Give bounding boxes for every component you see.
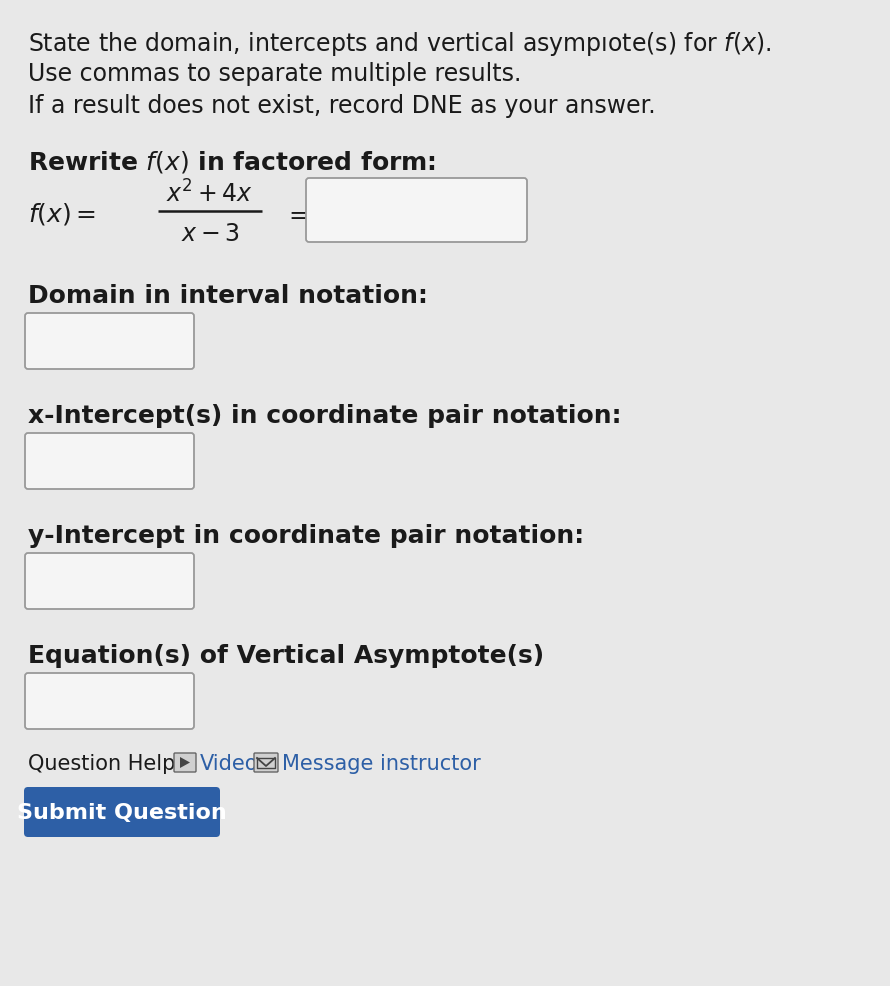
Text: If a result does not exist, record DNE as your answer.: If a result does not exist, record DNE a…: [28, 94, 656, 118]
Text: Equation(s) of Vertical Asymptote(s): Equation(s) of Vertical Asymptote(s): [28, 643, 544, 668]
Text: y-Intercept in coordinate pair notation:: y-Intercept in coordinate pair notation:: [28, 524, 584, 547]
Text: Message instructor: Message instructor: [282, 753, 481, 773]
Text: Domain in interval notation:: Domain in interval notation:: [28, 284, 428, 308]
FancyBboxPatch shape: [254, 753, 278, 772]
FancyBboxPatch shape: [25, 434, 194, 489]
Text: Submit Question: Submit Question: [17, 803, 227, 822]
FancyBboxPatch shape: [174, 753, 196, 772]
Text: $x - 3$: $x - 3$: [181, 222, 239, 246]
FancyBboxPatch shape: [25, 314, 194, 370]
Text: $f(x) =$: $f(x) =$: [28, 201, 96, 227]
Polygon shape: [180, 757, 190, 768]
Text: Rewrite $f(x)$ in factored form:: Rewrite $f(x)$ in factored form:: [28, 149, 436, 175]
Text: $=$: $=$: [284, 202, 309, 226]
Text: x-Intercept(s) in coordinate pair notation:: x-Intercept(s) in coordinate pair notati…: [28, 403, 621, 428]
Text: $x^2 + 4x$: $x^2 + 4x$: [166, 180, 254, 207]
FancyBboxPatch shape: [306, 178, 527, 243]
Text: Use commas to separate multiple results.: Use commas to separate multiple results.: [28, 62, 522, 86]
Text: Video: Video: [200, 753, 258, 773]
Text: Question Help:: Question Help:: [28, 753, 182, 773]
FancyBboxPatch shape: [24, 787, 220, 837]
FancyBboxPatch shape: [25, 553, 194, 609]
Text: State the domain, intercepts and vertical asympıote(s) for $f(x)$.: State the domain, intercepts and vertica…: [28, 30, 772, 58]
FancyBboxPatch shape: [25, 673, 194, 730]
